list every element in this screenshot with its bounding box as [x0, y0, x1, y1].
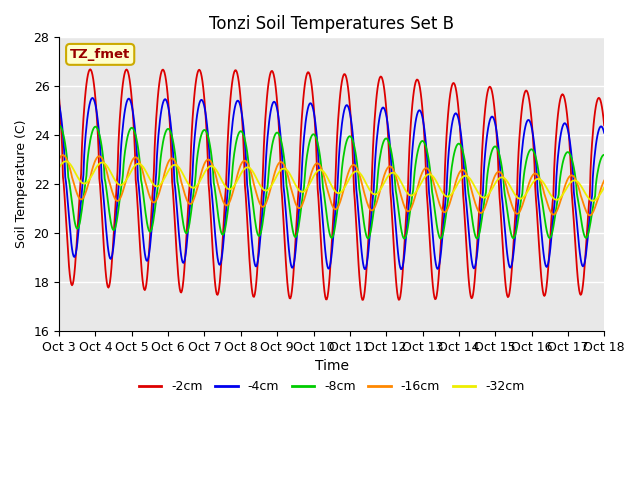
-16cm — [586, 213, 594, 218]
-32cm — [415, 185, 422, 191]
-2cm — [177, 289, 185, 295]
Text: TZ_fmet: TZ_fmet — [70, 48, 131, 61]
-32cm — [600, 185, 608, 191]
-4cm — [65, 215, 73, 221]
-2cm — [122, 67, 130, 73]
-4cm — [415, 108, 423, 113]
Line: -4cm: -4cm — [59, 98, 604, 269]
-8cm — [205, 139, 213, 144]
-4cm — [399, 260, 407, 266]
-16cm — [55, 156, 63, 162]
-4cm — [55, 101, 63, 107]
-32cm — [206, 163, 214, 169]
-2cm — [65, 264, 73, 269]
-8cm — [121, 148, 129, 154]
Legend: -2cm, -4cm, -8cm, -16cm, -32cm: -2cm, -4cm, -8cm, -16cm, -32cm — [134, 375, 530, 398]
-16cm — [600, 178, 608, 183]
-32cm — [62, 158, 70, 164]
-2cm — [86, 66, 94, 72]
-32cm — [177, 168, 185, 174]
-2cm — [415, 81, 423, 87]
-2cm — [55, 96, 63, 102]
-8cm — [398, 229, 406, 235]
-4cm — [89, 95, 97, 101]
-32cm — [66, 161, 74, 167]
-32cm — [589, 198, 596, 204]
-2cm — [206, 201, 214, 206]
-32cm — [55, 165, 63, 170]
Line: -32cm: -32cm — [59, 161, 604, 201]
-16cm — [415, 181, 422, 187]
Line: -16cm: -16cm — [59, 155, 604, 216]
-8cm — [414, 149, 422, 155]
-2cm — [399, 260, 407, 266]
-4cm — [177, 253, 185, 259]
-4cm — [600, 130, 608, 136]
-4cm — [397, 266, 405, 272]
Line: -2cm: -2cm — [59, 69, 604, 300]
-8cm — [55, 122, 63, 128]
-4cm — [122, 102, 130, 108]
-2cm — [600, 122, 608, 128]
-4cm — [206, 162, 214, 168]
-32cm — [122, 178, 130, 183]
-8cm — [436, 236, 444, 241]
Y-axis label: Soil Temperature (C): Soil Temperature (C) — [15, 120, 28, 248]
-16cm — [177, 179, 185, 184]
Title: Tonzi Soil Temperatures Set B: Tonzi Soil Temperatures Set B — [209, 15, 454, 33]
-16cm — [66, 165, 74, 171]
-8cm — [600, 152, 608, 158]
-8cm — [65, 178, 73, 183]
-32cm — [399, 182, 406, 188]
X-axis label: Time: Time — [315, 359, 349, 373]
-2cm — [358, 297, 366, 303]
-16cm — [122, 178, 130, 184]
-8cm — [177, 200, 184, 206]
-16cm — [206, 157, 214, 163]
Line: -8cm: -8cm — [59, 125, 604, 239]
-16cm — [59, 152, 67, 158]
-16cm — [399, 198, 406, 204]
